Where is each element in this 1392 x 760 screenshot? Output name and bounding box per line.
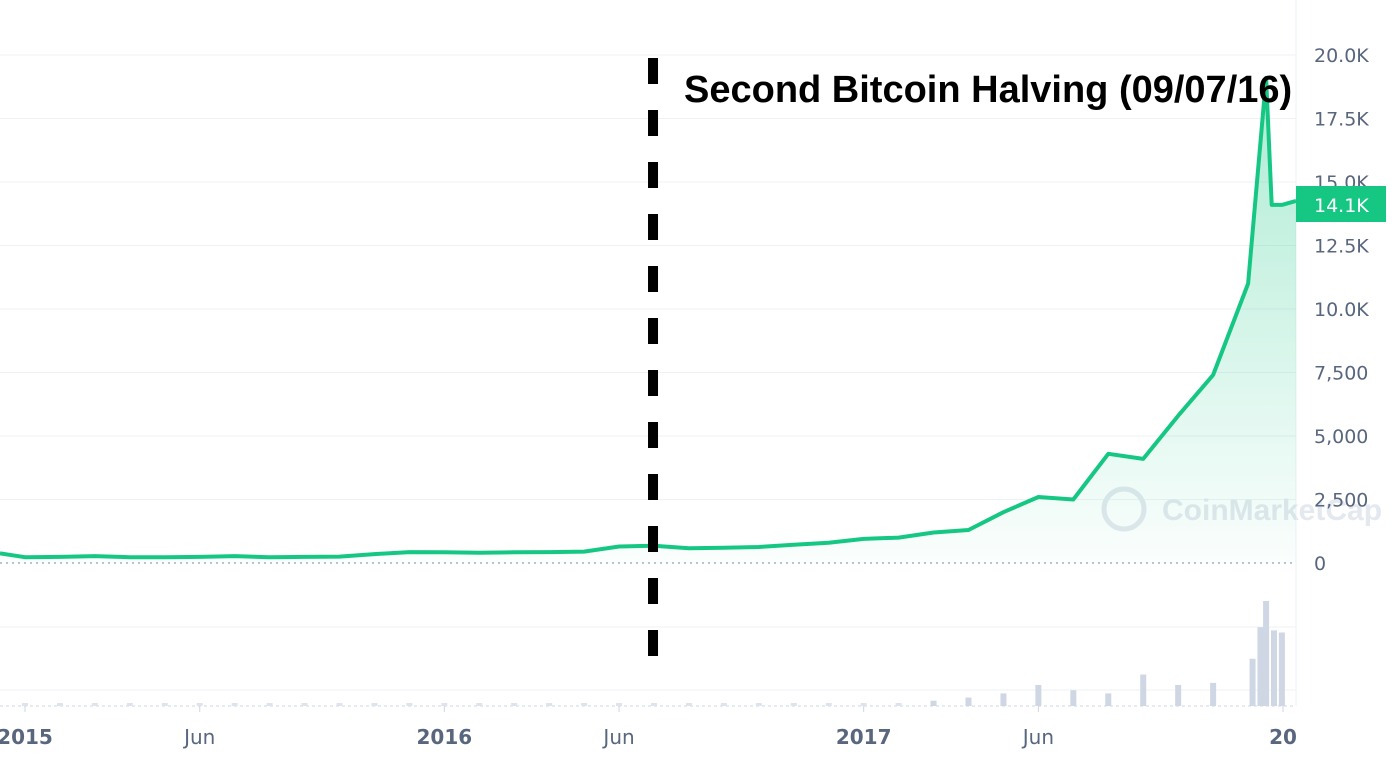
volume-bar — [1210, 682, 1217, 706]
volume-bar — [1270, 630, 1277, 706]
volume-bar — [441, 703, 448, 706]
y-tick-label: 2,500 — [1314, 490, 1368, 512]
halving-dash — [648, 422, 659, 448]
volume-bars — [22, 601, 1285, 706]
volume-bar — [546, 703, 553, 706]
current-price-label: 14.1K — [1314, 195, 1369, 217]
halving-dash — [648, 474, 659, 500]
volume-bar — [1263, 601, 1270, 706]
volume-bar — [406, 703, 413, 706]
price-line — [0, 75, 1297, 560]
volume-bar — [126, 703, 133, 706]
volume-bar — [1249, 658, 1256, 706]
halving-dash — [648, 526, 659, 552]
halving-dash — [648, 214, 659, 240]
x-tick-label: 2015 — [0, 725, 53, 749]
volume-bar — [860, 703, 867, 706]
volume-bar — [56, 703, 63, 706]
volume-bar — [301, 703, 308, 706]
y-tick-label: 12.5K — [1314, 236, 1369, 258]
volume-bar — [1175, 685, 1182, 706]
volume-bar — [196, 703, 203, 706]
y-tick-label: 20.0K — [1314, 45, 1369, 67]
halving-dash — [648, 370, 659, 396]
halving-dash — [648, 578, 659, 604]
halving-dash — [648, 162, 659, 188]
volume-bar — [1140, 674, 1147, 706]
halving-dash — [648, 318, 659, 344]
volume-bar — [825, 703, 832, 706]
halving-dash — [648, 110, 659, 136]
volume-bar — [1257, 627, 1264, 706]
volume-bar — [1000, 693, 1007, 706]
volume-bar — [336, 703, 343, 706]
halving-dash — [648, 630, 659, 656]
volume-bar — [755, 703, 762, 706]
y-tick-label: 17.5K — [1314, 109, 1369, 131]
x-tick-label: 20 — [1269, 725, 1297, 749]
volume-bar — [930, 700, 937, 706]
volume-bar — [476, 703, 483, 706]
volume-bar — [1278, 632, 1285, 706]
y-tick-label: 0 — [1314, 553, 1326, 575]
volume-bar — [22, 703, 28, 706]
volume-bar — [651, 703, 657, 706]
y-axis: 20.0K17.5K15.0K12.5K10.0K7,5005,0002,500… — [1314, 45, 1369, 575]
volume-bar — [161, 703, 168, 706]
x-tick-label: Jun — [1021, 725, 1054, 749]
volume-bar — [1035, 685, 1042, 706]
x-axis: 2015 Jun 2016 Jun 2017 Jun 20 — [0, 706, 1297, 749]
halving-marker-line — [648, 58, 659, 656]
x-tick-label: Jun — [182, 725, 215, 749]
y-tick-label: 7,500 — [1314, 363, 1368, 385]
volume-bar — [371, 703, 378, 706]
x-tick-label: Jun — [601, 725, 634, 749]
price-area-fill — [0, 77, 1296, 564]
x-tick-label: 2017 — [836, 725, 892, 749]
volume-bar — [1070, 690, 1077, 706]
current-price-badge: 14.1K — [1296, 186, 1386, 222]
volume-bar — [231, 703, 238, 706]
y-tick-label: 10.0K — [1314, 299, 1369, 321]
volume-bar — [965, 697, 972, 706]
y-tick-label: 5,000 — [1314, 426, 1368, 448]
volume-bar — [720, 703, 727, 706]
volume-bar — [790, 703, 797, 706]
volume-bar — [685, 703, 692, 706]
volume-bar — [266, 703, 273, 706]
volume-bar — [1105, 693, 1112, 706]
volume-bar — [511, 703, 518, 706]
volume-bar — [895, 703, 902, 706]
halving-dash — [648, 266, 659, 292]
volume-bar — [616, 703, 623, 706]
halving-dash — [648, 58, 659, 84]
x-tick-label: 2016 — [416, 725, 472, 749]
volume-bar — [581, 703, 588, 706]
halving-annotation: Second Bitcoin Halving (09/07/16) — [684, 69, 1292, 111]
volume-bar — [91, 703, 98, 706]
